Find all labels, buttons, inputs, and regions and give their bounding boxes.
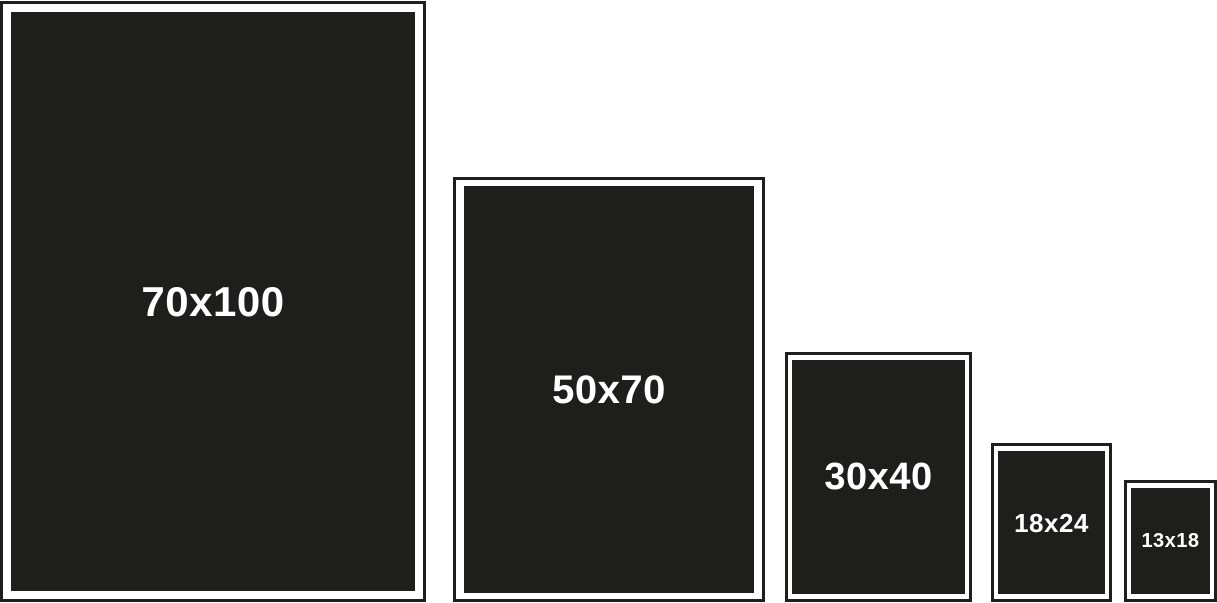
frame-size-label: 70x100: [141, 277, 285, 325]
frame-size-label: 13x18: [1141, 530, 1200, 552]
frame-50x70: 50x70: [453, 177, 765, 602]
frame-size-label: 50x70: [552, 367, 666, 412]
frame-18x24: 18x24: [991, 443, 1112, 602]
frame-size-label: 30x40: [824, 456, 933, 498]
frame-70x100: 70x100: [0, 1, 426, 602]
frame-size-label: 18x24: [1014, 507, 1089, 538]
frame-panel: 18x24: [998, 451, 1105, 594]
frame-13x18: 13x18: [1124, 480, 1217, 602]
frame-panel: 30x40: [792, 360, 965, 594]
frame-panel: 50x70: [464, 186, 754, 593]
frame-30x40: 30x40: [785, 352, 972, 602]
frame-panel: 70x100: [11, 12, 415, 591]
frame-panel: 13x18: [1131, 488, 1210, 594]
